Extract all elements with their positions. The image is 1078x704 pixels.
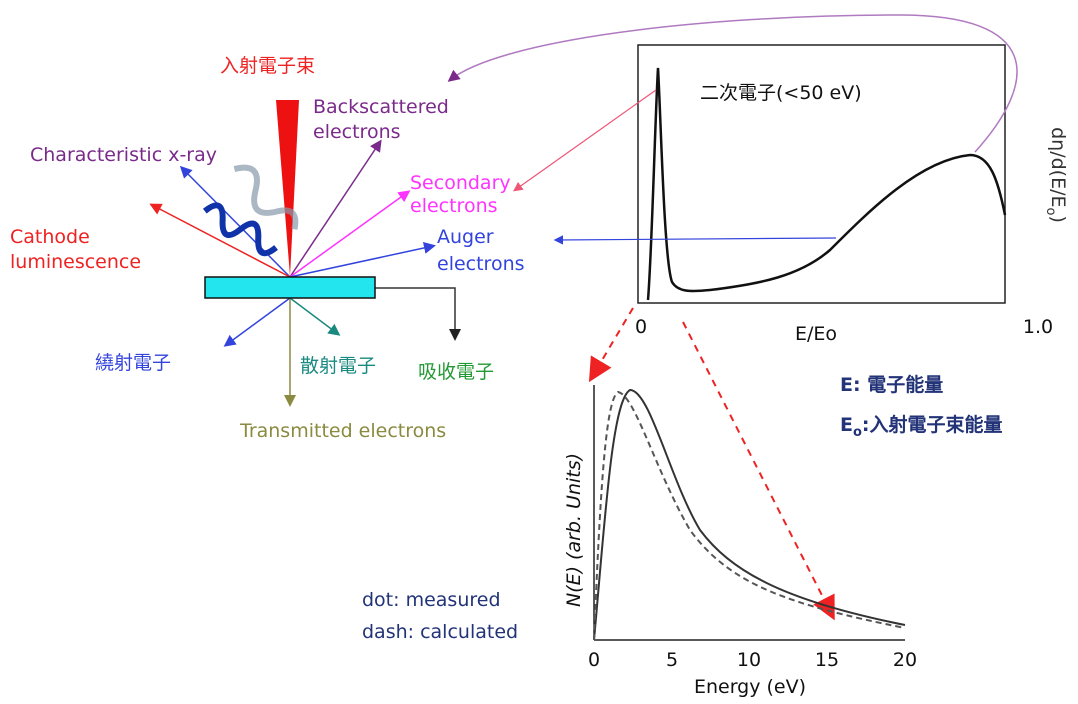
- x-tick-label: 20: [893, 649, 917, 671]
- spectrum-x-tick: 1.0: [1023, 316, 1053, 338]
- y-label-sub: o: [1043, 208, 1058, 216]
- xray-label: Characteristic x-ray: [30, 144, 217, 166]
- legend-eo-sub: o: [853, 425, 862, 440]
- y-label-main: dη/d(E/E: [1047, 127, 1069, 207]
- incident-beam: [276, 100, 299, 276]
- cathode-wave: [200, 201, 281, 257]
- y-label-end: ): [1047, 215, 1069, 222]
- peak-label: 二次電子(<50 eV): [700, 82, 862, 104]
- x-axis-label: Energy (eV): [694, 676, 806, 698]
- auger-label: Auger: [437, 226, 494, 248]
- legend-eo-main: E: [840, 414, 853, 436]
- x-tick-label: 10: [737, 649, 761, 671]
- absorbed-path: [375, 288, 455, 338]
- spectrum-chart: 二次電子(<50 eV) dη/d(E/Eo) 0 1.0 E/Eo: [450, 15, 1069, 615]
- xray-ray: [182, 168, 290, 277]
- backscattered-ray: [290, 142, 380, 277]
- zoom-arrow: [683, 322, 832, 615]
- diagram: 入射電子束 Backscattered electrons Characteri…: [0, 0, 1078, 704]
- auger-pointer: [556, 238, 836, 240]
- secondary-label: Secondary: [410, 172, 511, 194]
- spectrum-y-label: dη/d(E/Eo): [1043, 127, 1069, 223]
- backscattered-label: electrons: [313, 121, 401, 143]
- x-tick-label: 5: [666, 649, 678, 671]
- x-tick-label: 15: [815, 649, 839, 671]
- scattered-label: 散射電子: [300, 355, 376, 377]
- note: dot: measured: [362, 589, 501, 611]
- incident-label: 入射電子束: [220, 55, 315, 77]
- zoom-arrow: [592, 308, 633, 377]
- backscattered-label: Backscattered: [313, 96, 449, 118]
- specimen: [205, 277, 375, 298]
- absorbed-label: 吸收電子: [418, 361, 494, 383]
- cathode-label: Cathode: [10, 226, 90, 248]
- x-tick-label: 0: [588, 649, 600, 671]
- spectrum-x-label: E/Eo: [795, 323, 837, 345]
- legend-e: E: 電子能量: [840, 373, 943, 396]
- legend-eo-end: :入射電子束能量: [862, 413, 1003, 436]
- secondary-pointer: [515, 90, 656, 190]
- transmitted-label: Transmitted electrons: [239, 420, 446, 442]
- scattered-ray: [290, 298, 338, 334]
- y-axis-label: N(E) (arb. Units): [563, 453, 585, 607]
- legend-eo: Eo:入射電子束能量: [840, 413, 1003, 440]
- spectrum-x-tick: 0: [635, 316, 647, 338]
- cathode-label: luminescence: [10, 251, 141, 273]
- note: dash: calculated: [362, 621, 518, 643]
- interaction-diagram: 入射電子束 Backscattered electrons Characteri…: [10, 55, 525, 442]
- secondary-label: electrons: [410, 195, 498, 217]
- diffracted-label: 繞射電子: [95, 352, 171, 374]
- auger-label: electrons: [437, 253, 525, 275]
- diffracted-ray: [226, 298, 290, 345]
